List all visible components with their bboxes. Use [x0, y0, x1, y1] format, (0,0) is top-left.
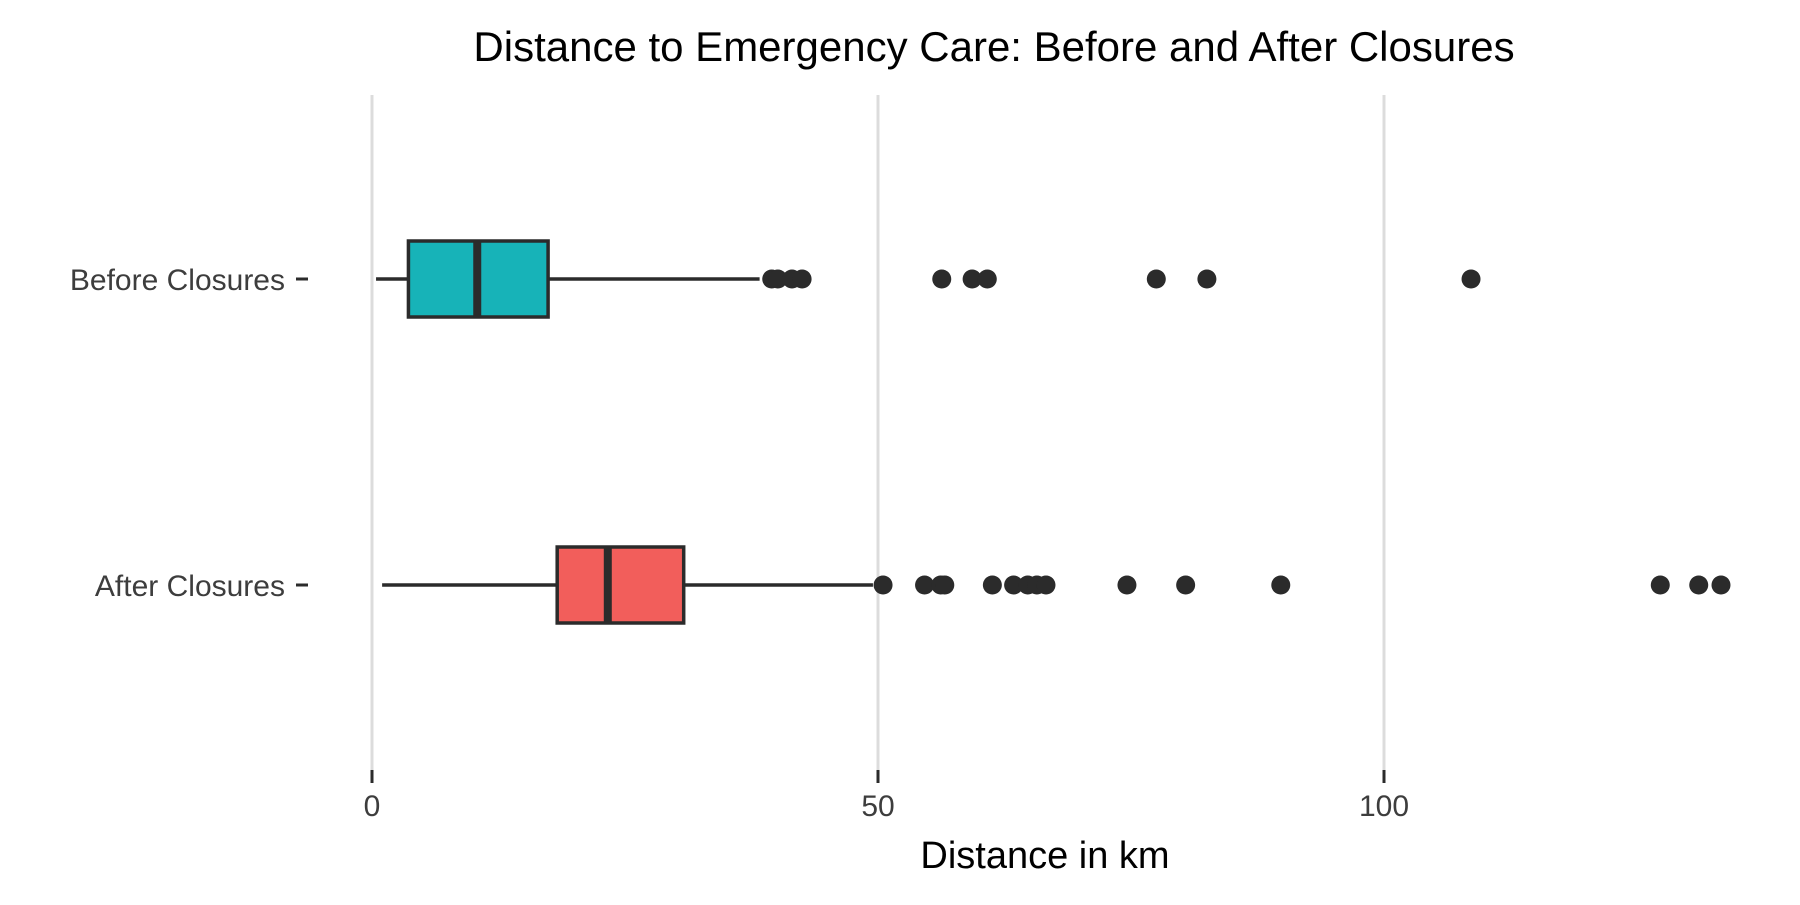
- outlier-point: [1004, 575, 1024, 595]
- box-group: [376, 239, 1481, 319]
- outlier-point: [768, 269, 788, 289]
- outlier-point: [792, 269, 812, 289]
- outlier-point: [962, 269, 982, 289]
- outlier-point: [1711, 575, 1731, 595]
- outlier-point: [1461, 269, 1481, 289]
- outlier-point: [935, 575, 955, 595]
- outlier-point: [977, 269, 997, 289]
- outlier-point: [1650, 575, 1670, 595]
- outlier-point: [932, 269, 952, 289]
- x-tick-label: 0: [364, 790, 381, 823]
- x-axis: 0 50 100: [364, 770, 1409, 823]
- x-tick-label: 100: [1359, 790, 1409, 823]
- outlier-point: [1271, 575, 1291, 595]
- x-axis-title: Distance in km: [920, 835, 1169, 877]
- chart-title: Distance to Emergency Care: Before and A…: [473, 23, 1514, 70]
- iqr-box: [555, 545, 686, 625]
- y-tick-label: Before Closures: [70, 264, 285, 297]
- outlier-point: [915, 575, 935, 595]
- boxplot-layer: [376, 239, 1731, 625]
- y-axis: Before Closures After Closures: [70, 264, 308, 603]
- outlier-point: [1146, 269, 1166, 289]
- outlier-point: [1036, 575, 1056, 595]
- outlier-point: [982, 575, 1002, 595]
- x-tick-label: 50: [861, 790, 894, 823]
- outlier-point: [1689, 575, 1709, 595]
- outlier-point: [1197, 269, 1217, 289]
- gridlines: [370, 95, 1386, 770]
- outlier-point: [873, 575, 893, 595]
- box-group: [382, 545, 1731, 625]
- y-tick-label: After Closures: [95, 570, 285, 603]
- outlier-point: [1117, 575, 1137, 595]
- outlier-point: [1176, 575, 1196, 595]
